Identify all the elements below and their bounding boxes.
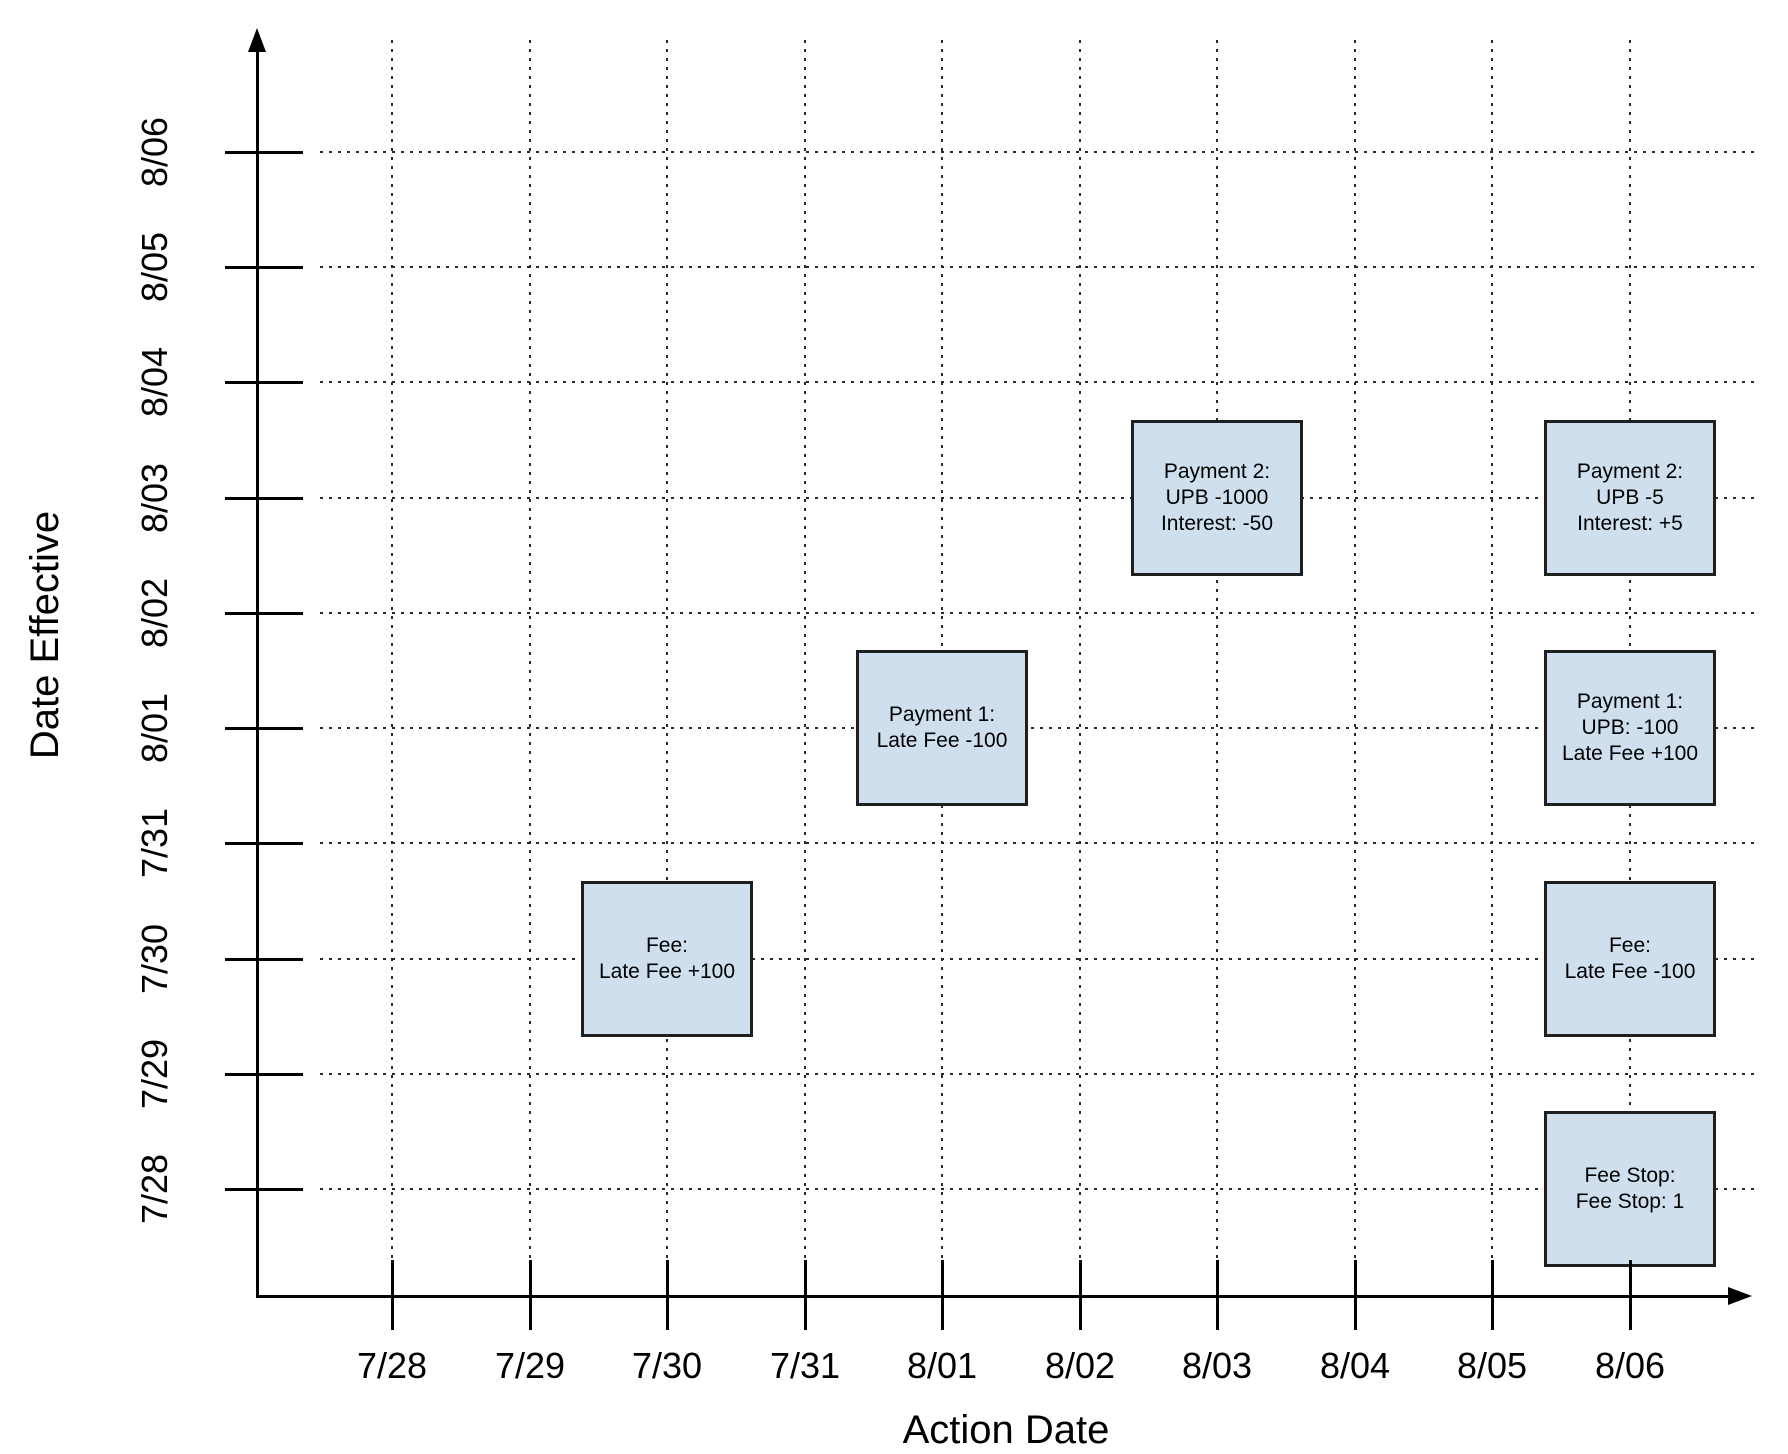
x-axis-title: Action Date	[902, 1408, 1110, 1452]
x-tick-label: 8/03	[1181, 1345, 1253, 1386]
y-tick-label: 7/29	[134, 1038, 175, 1110]
y-axis-title: Date Effective	[23, 510, 67, 760]
y-tick	[225, 381, 303, 384]
y-tick	[225, 958, 303, 961]
event-box-fee-reversal-8-06: Fee: Late Fee -100	[1544, 881, 1716, 1037]
y-tick	[225, 727, 303, 730]
event-box-text: Fee:	[645, 934, 689, 957]
y-axis-arrow-icon	[248, 28, 266, 52]
y-tick	[225, 1188, 303, 1191]
event-box-text: Late Fee -100	[876, 729, 1008, 752]
y-tick	[225, 497, 303, 500]
y-tick-label: 7/30	[134, 923, 175, 995]
horizontal-gridline	[320, 842, 1757, 844]
y-axis-line	[256, 38, 259, 1297]
x-tick-label: 7/29	[494, 1345, 566, 1386]
y-tick	[225, 266, 303, 269]
y-tick-label: 8/04	[134, 346, 175, 418]
vertical-gridline	[1354, 40, 1356, 1262]
event-box-text: UPB -5	[1596, 486, 1664, 509]
event-box-text: Fee Stop: 1	[1575, 1190, 1685, 1213]
horizontal-gridline	[320, 612, 1757, 614]
event-box-text: Fee:	[1608, 934, 1652, 957]
horizontal-gridline	[320, 497, 1757, 499]
vertical-gridline	[666, 40, 668, 1262]
event-box-payment1-8-01: Payment 1: Late Fee -100	[856, 650, 1028, 806]
x-tick-label: 7/31	[769, 1345, 841, 1386]
x-tick-label: 8/05	[1456, 1345, 1528, 1386]
event-box-text: Late Fee -100	[1564, 960, 1696, 983]
event-box-payment1-adjustment-8-06: Payment 1: UPB: -100 Late Fee +100	[1544, 650, 1716, 806]
event-box-text: Fee Stop:	[1584, 1164, 1676, 1187]
x-tick-label: 8/01	[906, 1345, 978, 1386]
event-box-text: UPB -1000	[1165, 486, 1269, 509]
vertical-gridline	[1079, 40, 1081, 1262]
horizontal-gridline	[320, 727, 1757, 729]
x-tick-label: 7/28	[356, 1345, 428, 1386]
vertical-gridline	[1216, 40, 1218, 1262]
y-tick-label: 8/03	[134, 462, 175, 534]
y-tick-label: 7/31	[134, 807, 175, 879]
x-tick-label: 8/02	[1044, 1345, 1116, 1386]
x-tick-label: 8/04	[1319, 1345, 1391, 1386]
horizontal-gridline	[320, 1188, 1757, 1190]
event-box-fee-stop-8-06: Fee Stop: Fee Stop: 1	[1544, 1111, 1716, 1267]
y-tick	[225, 151, 303, 154]
horizontal-gridline	[320, 266, 1757, 268]
event-box-text: Payment 2:	[1576, 460, 1684, 483]
y-tick	[225, 842, 303, 845]
y-tick	[225, 612, 303, 615]
event-box-text: Interest: -50	[1160, 512, 1274, 535]
event-box-payment2-8-03: Payment 2: UPB -1000 Interest: -50	[1131, 420, 1303, 576]
x-axis-arrow-icon	[1728, 1287, 1752, 1305]
vertical-gridline	[391, 40, 393, 1262]
event-box-payment2-adjustment-8-06: Payment 2: UPB -5 Interest: +5	[1544, 420, 1716, 576]
y-tick-label: 8/02	[134, 577, 175, 649]
event-box-text: Payment 2:	[1163, 460, 1271, 483]
vertical-gridline	[804, 40, 806, 1262]
event-box-text: Late Fee +100	[598, 960, 736, 983]
y-tick-label: 8/05	[134, 231, 175, 303]
y-tick	[225, 1073, 303, 1076]
y-tick-label: 8/01	[134, 692, 175, 764]
event-box-text: Late Fee +100	[1561, 742, 1699, 765]
x-tick-label: 7/30	[631, 1345, 703, 1386]
event-box-text: UPB: -100	[1581, 716, 1679, 739]
event-box-text: Payment 1:	[888, 703, 996, 726]
y-tick-label: 8/06	[134, 116, 175, 188]
event-box-text: Interest: +5	[1577, 512, 1683, 535]
horizontal-gridline	[320, 151, 1757, 153]
vertical-gridline	[1491, 40, 1493, 1262]
horizontal-gridline	[320, 1073, 1757, 1075]
y-tick-label: 7/28	[134, 1153, 175, 1225]
vertical-gridline	[529, 40, 531, 1262]
x-tick-label: 8/06	[1594, 1345, 1666, 1386]
x-axis-line	[256, 1295, 1730, 1298]
event-box-text: Payment 1:	[1576, 690, 1684, 713]
horizontal-gridline	[320, 958, 1757, 960]
horizontal-gridline	[320, 381, 1757, 383]
event-box-fee-7-30: Fee: Late Fee +100	[581, 881, 753, 1037]
